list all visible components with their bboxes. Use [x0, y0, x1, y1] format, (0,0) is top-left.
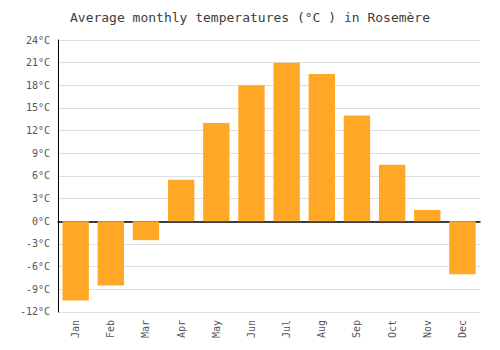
svg-text:12°C: 12°C — [26, 125, 50, 136]
svg-text:18°C: 18°C — [26, 80, 50, 91]
svg-text:21°C: 21°C — [26, 57, 50, 68]
svg-text:-3°C: -3°C — [26, 238, 50, 249]
svg-text:6°C: 6°C — [32, 170, 50, 181]
svg-text:Jul: Jul — [281, 320, 292, 338]
svg-text:Jun: Jun — [246, 320, 257, 338]
svg-text:Feb: Feb — [105, 320, 116, 338]
svg-text:Mar: Mar — [140, 320, 151, 338]
svg-text:Nov: Nov — [422, 320, 433, 338]
svg-text:Jan: Jan — [70, 320, 81, 338]
svg-text:9°C: 9°C — [32, 148, 50, 159]
svg-text:0°C: 0°C — [32, 216, 50, 227]
svg-text:May: May — [211, 320, 222, 338]
svg-text:-9°C: -9°C — [26, 284, 50, 295]
svg-text:Average monthly temperatures (: Average monthly temperatures (°C ) in Ro… — [70, 10, 430, 25]
svg-text:-6°C: -6°C — [26, 261, 50, 272]
svg-text:15°C: 15°C — [26, 102, 50, 113]
svg-text:-12°C: -12°C — [20, 306, 50, 317]
svg-text:3°C: 3°C — [32, 193, 50, 204]
svg-text:Oct: Oct — [387, 320, 398, 338]
svg-text:Dec: Dec — [457, 320, 468, 338]
svg-text:Aug: Aug — [316, 320, 327, 338]
svg-text:Apr: Apr — [176, 320, 187, 338]
svg-text:24°C: 24°C — [26, 35, 50, 46]
svg-text:Sep: Sep — [351, 320, 362, 338]
